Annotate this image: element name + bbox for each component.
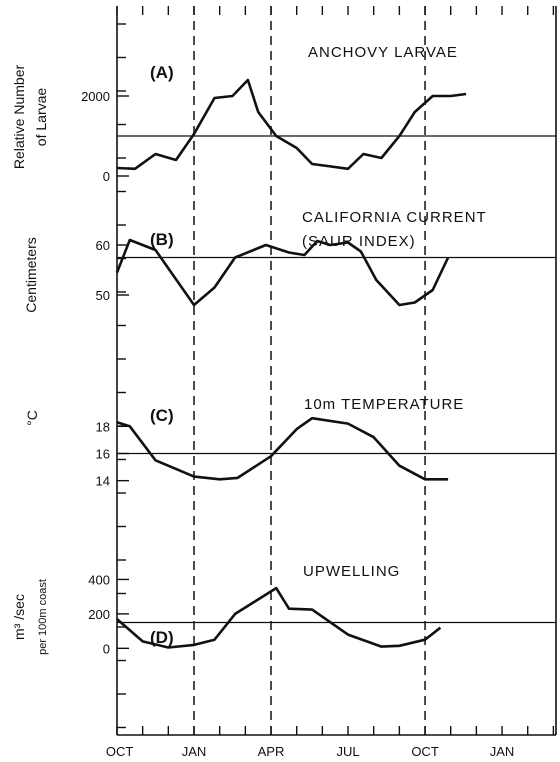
month-label: JUL <box>336 744 359 759</box>
y-axis-label: °C <box>24 410 40 426</box>
panel-letter: (C) <box>150 406 174 425</box>
y-axis-label-line: °C <box>24 410 40 426</box>
panel-letter: (D) <box>150 628 174 647</box>
series-line-c <box>116 416 449 481</box>
panel-letter: (B) <box>150 230 174 249</box>
y-axis-label: m³ /sec per 100m coast <box>11 579 49 655</box>
y-axis-label: Centimeters <box>23 237 39 312</box>
left-minor-ticks <box>117 23 126 729</box>
y-tick-label: 60 <box>96 238 110 253</box>
panel-letter: (A) <box>150 63 174 82</box>
y-tick-label: 200 <box>88 607 110 622</box>
month-label: APR <box>258 744 285 759</box>
panel-title: ANCHOVY LARVAE <box>308 44 458 61</box>
series-line-a <box>116 78 467 171</box>
month-label: JAN <box>182 744 207 759</box>
y-axis-label-line: per 100m coast <box>37 579 49 655</box>
vertical-guides <box>193 6 426 735</box>
y-tick-label: 14 <box>96 474 110 489</box>
series-line-b <box>115 238 450 307</box>
y-tick-label: 0 <box>103 169 110 184</box>
panel-c: 14 16 18 (C) 10m TEMPERATURE °C <box>24 396 556 489</box>
y-tick-label: 18 <box>96 419 110 434</box>
panel-d: 0 200 400 (D) UPWELLING m³ /sec per 100m coast <box>11 563 556 656</box>
series-line-d <box>116 586 442 649</box>
y-tick-label: 50 <box>96 288 110 303</box>
panel-title: 10m TEMPERATURE <box>304 396 464 413</box>
month-label: OCT <box>411 744 439 759</box>
y-axis-label-line: of Larvae <box>33 88 49 147</box>
panel-a: 0 2000 (A) ANCHOVY LARVAE Relative Number of … <box>11 44 556 184</box>
y-axis-label: Relative Number of Larvae <box>11 65 49 170</box>
y-tick-label: 16 <box>96 447 110 462</box>
month-label: JAN <box>490 744 515 759</box>
panel-title: (SAUR INDEX) <box>302 233 416 250</box>
y-axis-label-line: m³ /sec <box>11 594 27 640</box>
panel-title: CALIFORNIA CURRENT <box>302 209 487 226</box>
y-tick-label: 0 <box>103 641 110 656</box>
panel-title: UPWELLING <box>303 563 400 580</box>
panel-b: 50 60 (B) CALIFORNIA CURRENT (SAUR INDEX) Cen… <box>23 209 556 313</box>
y-axis-label-line: Relative Number <box>11 65 27 170</box>
month-label: OCT <box>106 744 134 759</box>
y-tick-label: 400 <box>88 572 110 587</box>
x-ticks <box>116 6 555 735</box>
y-tick-label: 2000 <box>81 89 110 104</box>
y-axis-label-line: Centimeters <box>23 237 39 312</box>
month-labels: OCT JAN APR JUL OCT JAN <box>106 744 514 759</box>
